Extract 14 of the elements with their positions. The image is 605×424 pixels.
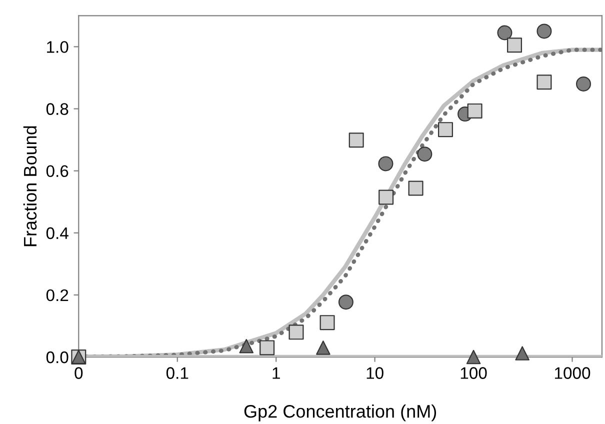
x-tick-label: 1000 xyxy=(554,367,590,379)
y-tick-label: 0.2 xyxy=(46,289,68,302)
x-axis-title: Gp2 Concentration (nM) xyxy=(244,404,436,422)
y-tick-label: 0.8 xyxy=(46,103,68,115)
y-tick-label: 1.0 xyxy=(47,41,68,53)
y-axis-title: Fraction Bound xyxy=(23,126,37,246)
y-tick-label: 0.6 xyxy=(46,165,68,178)
x-tick-label: 10 xyxy=(366,367,384,379)
x-tick-label: 0 xyxy=(74,367,83,379)
y-tick-label: 0.4 xyxy=(46,227,68,240)
y-tick-label: 0.0 xyxy=(46,351,68,364)
x-tick-label: 1 xyxy=(272,367,280,379)
x-tick-label: 100 xyxy=(460,367,487,379)
x-tick-label: 0.1 xyxy=(166,367,188,379)
